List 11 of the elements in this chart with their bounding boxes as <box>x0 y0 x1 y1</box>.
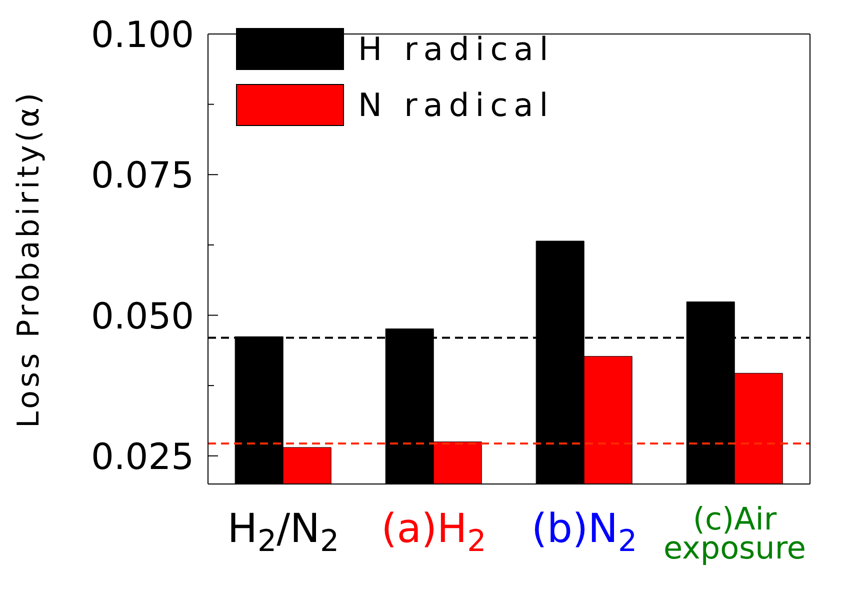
y-axis-title: Loss Probabirity(α) <box>12 90 47 428</box>
x-tick-label: (b)N$_{2}$ <box>531 506 638 559</box>
y-tick-label: 0.050 <box>90 296 194 338</box>
y-tick-label: 0.025 <box>90 436 194 478</box>
legend-label: H radical <box>358 30 554 68</box>
x-tick-label: H$_{2}$/N$_{2}$ <box>227 506 340 559</box>
x-tick-label: (c)Air exposure <box>664 501 806 567</box>
legend-label: N radical <box>358 86 554 124</box>
y-tick-label: 0.075 <box>90 156 194 197</box>
y-tick-label: 0.100 <box>90 15 194 56</box>
x-tick-label: (a)H$_{2}$ <box>381 506 486 559</box>
